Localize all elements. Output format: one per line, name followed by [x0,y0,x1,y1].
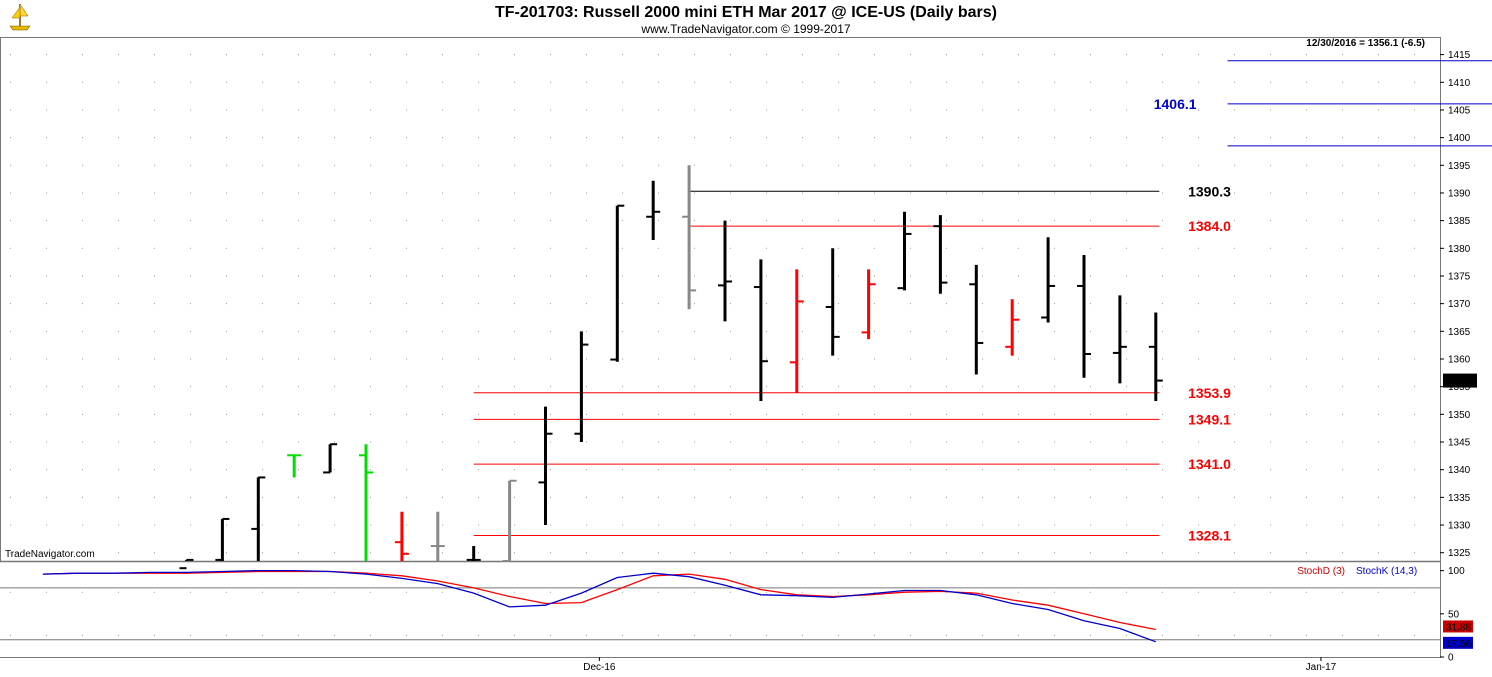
ohlc-bar [610,204,625,362]
ohlc-bar [466,546,481,561]
trade-navigator-logo-icon [9,3,31,31]
ohlc-bar [1041,237,1056,323]
stoch-tick-label: 0 [1448,653,1454,664]
ohlc-bar [825,248,840,356]
stochd-value-label: 31.88 [1446,622,1471,633]
level-label: 1341.0 [1188,456,1231,472]
ohlc-bar [861,269,876,340]
ohlc-bar [359,444,373,561]
ohlc-bar [753,259,768,402]
x-tick-label: Dec-16 [583,662,616,673]
stoch-series-line [42,569,1157,643]
ohlc-bar [1005,299,1020,356]
y-tick-label: 1340 [1448,465,1471,476]
date-axis: Dec-16 Jan-17 [583,657,1337,673]
level-label: 1406.1 [1154,96,1197,112]
ohlc-bar [179,558,194,570]
ohlc-bar [1112,295,1127,384]
ohlc-bar [718,220,732,322]
y-tick-label: 1395 [1448,161,1471,172]
ohlc-bar [897,211,912,291]
current-price-label: 1356.1 [1446,377,1477,388]
current-price-box [1443,373,1477,388]
y-tick-label: 1325 [1448,548,1471,559]
price-panel [0,37,1441,562]
stoch-series-line [42,570,1156,631]
ohlc-bar [430,511,445,561]
level-label: 1328.1 [1188,528,1231,544]
x-tick-label: Jan-17 [1306,662,1337,673]
level-label: 1353.9 [1188,385,1231,401]
chart-title: TF-201703: Russell 2000 mini ETH Mar 201… [495,4,997,21]
stochastic-panel: StochD (3) StochK (14,3) 0 50 100 31.88 17.56 [0,566,1473,664]
ohlc-bar [323,443,338,474]
ohlc-bar [251,476,266,561]
y-tick-label: 1415 [1448,50,1471,61]
ohlc-bar [394,511,409,561]
ohlc-bars [179,165,1163,570]
y-tick-label: 1350 [1448,410,1471,421]
legend-stochd: StochD (3) [1297,566,1345,577]
y-tick-label: 1390 [1448,188,1471,199]
stochk-value-box [1443,636,1473,649]
price-axis: 1325 1330 1335 1340 1345 1350 1355 1360 1365 1370… [1440,50,1477,559]
y-tick-label: 1380 [1448,244,1471,255]
level-lines: 1413.91406.11398.51390.31384.01353.91349… [473,60,1492,544]
y-tick-label: 1335 [1448,493,1471,504]
chart-subtitle: www.TradeNavigator.com © 1999-2017 [640,22,850,36]
ohlc-bar [215,517,230,561]
ohlc-bar [1148,312,1163,402]
stochk-value-label: 17.56 [1446,639,1471,650]
y-tick-label: 1400 [1448,133,1471,144]
y-tick-label: 1410 [1448,78,1471,89]
level-label: 1384.0 [1188,218,1231,234]
y-tick-label: 1330 [1448,521,1471,532]
y-tick-label: 1345 [1448,438,1471,449]
stoch-tick-label: 50 [1448,609,1460,620]
ohlc-bar [969,264,984,375]
y-tick-label: 1405 [1448,105,1471,116]
stochd-value-box [1443,620,1473,633]
ohlc-bar [502,479,517,562]
ohlc-bar [646,180,661,241]
ohlc-bar [574,331,589,443]
ohlc-bar [538,406,553,526]
watermark: TradeNavigator.com [5,549,95,560]
ohlc-bar [933,215,948,294]
y-tick-label: 1375 [1448,271,1471,282]
grid [10,54,1440,636]
y-tick-label: 1355 [1448,382,1471,393]
last-price-info: 12/30/2016 = 1356.1 (-6.5) [1306,38,1425,49]
y-tick-label: 1385 [1448,216,1471,227]
ohlc-bar [682,165,697,310]
ohlc-bar [287,454,302,478]
legend-stochk: StochK (14,3) [1356,566,1417,577]
y-tick-label: 1360 [1448,354,1471,365]
y-tick-label: 1365 [1448,327,1471,338]
level-label: 1390.3 [1188,183,1231,199]
level-label: 1349.1 [1188,411,1231,427]
y-tick-label: 1370 [1448,299,1471,310]
ohlc-bar [1077,254,1091,378]
stoch-tick-label: 100 [1448,566,1465,577]
ohlc-bar [789,269,804,393]
